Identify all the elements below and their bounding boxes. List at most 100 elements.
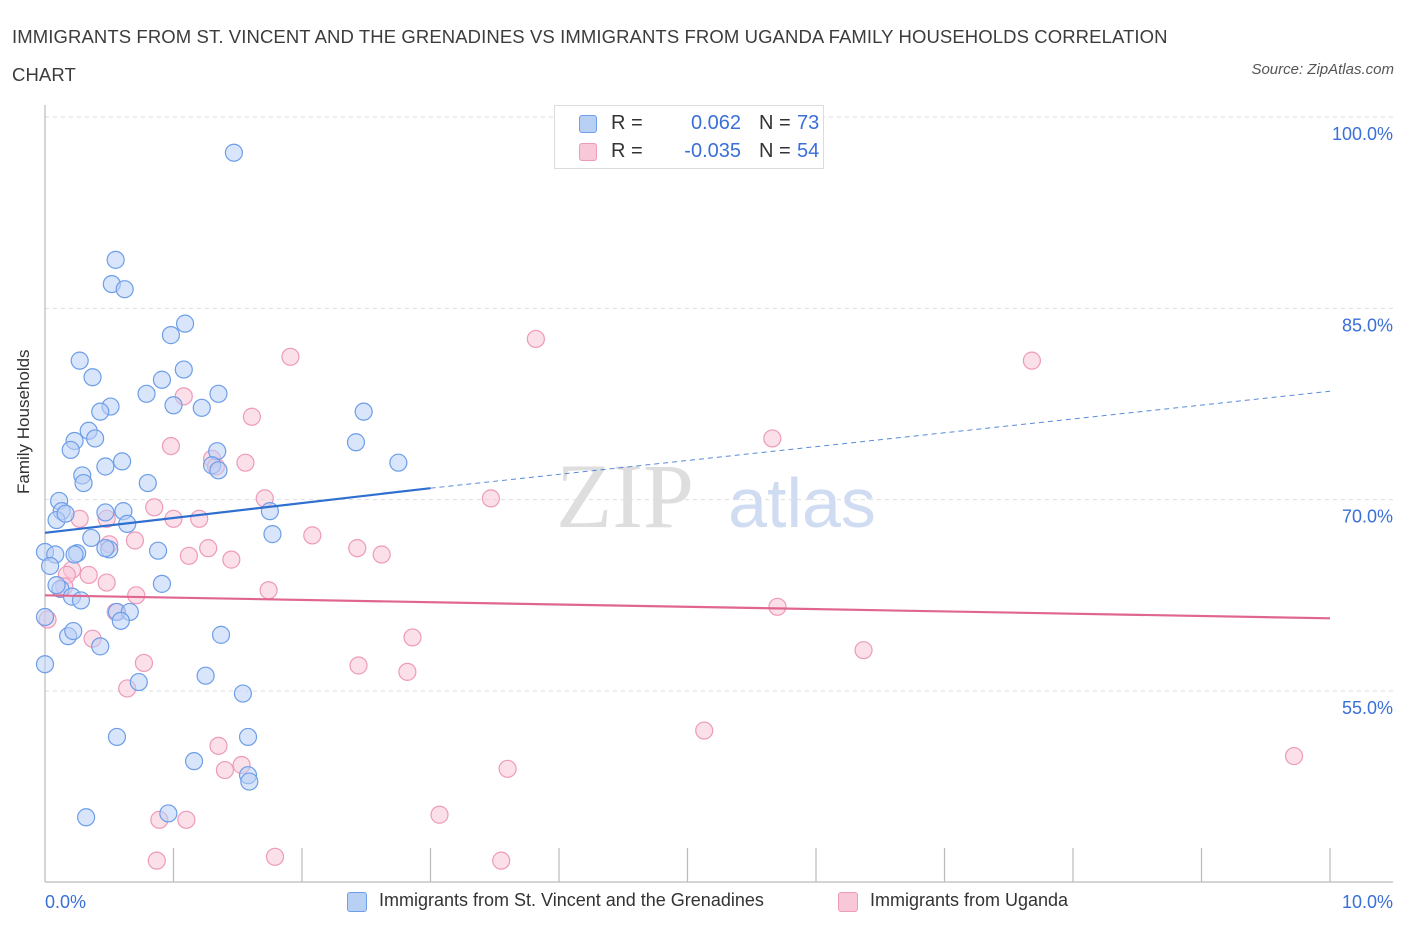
uganda-point <box>161 436 181 456</box>
st-vincent-point <box>64 621 83 641</box>
st-vincent-point <box>209 461 228 480</box>
uganda-trend-line <box>44 594 1331 620</box>
uganda-point <box>209 736 228 755</box>
uganda-point <box>430 805 449 824</box>
y-tick-label: 100.0% <box>1332 124 1393 144</box>
st-vincent-point <box>138 473 157 493</box>
watermark-zip: ZIP <box>556 445 694 547</box>
st-vincent-point <box>233 684 252 703</box>
uganda-point <box>259 581 278 600</box>
st-vincent-point <box>159 804 178 823</box>
st-vincent-point <box>91 402 110 421</box>
uganda-point <box>349 656 368 675</box>
grid-lines <box>45 116 1393 692</box>
uganda-point <box>134 653 154 673</box>
y-tick-label: 85.0% <box>1342 315 1393 335</box>
st-vincent-point <box>192 398 211 417</box>
st-vincent-point <box>96 503 115 522</box>
st-vincent-point <box>41 556 60 576</box>
st-vincent-points <box>35 143 408 827</box>
r-value: -0.035 <box>684 140 741 162</box>
tick-labels: 55.0% 70.0% 85.0% 100.0% 0.0% 10.0% <box>45 124 1393 912</box>
n-label: N = <box>759 112 791 134</box>
uganda-point <box>854 641 873 660</box>
chart-source: Source: ZipAtlas.com <box>1251 61 1394 78</box>
uganda-point <box>127 586 146 605</box>
uganda-point <box>242 407 261 426</box>
n-label: N = <box>759 140 791 162</box>
st-vincent-point <box>61 440 80 460</box>
st-vincent-point <box>35 607 55 627</box>
st-vincent-point <box>70 351 89 370</box>
st-vincent-point <box>346 433 366 452</box>
st-vincent-point <box>71 591 91 610</box>
uganda-point <box>372 545 391 564</box>
y-axis-label: Family Households <box>14 349 33 494</box>
uganda-point <box>398 662 417 681</box>
st-vincent-point <box>56 504 75 523</box>
uganda-point <box>492 851 511 870</box>
st-vincent-point <box>86 429 105 448</box>
uganda-point <box>79 565 98 585</box>
st-vincent-point <box>175 314 195 333</box>
legend-swatch-pink <box>579 143 597 161</box>
r-value: 0.062 <box>690 112 741 134</box>
n-value: 54 <box>797 140 820 162</box>
st-vincent-point <box>211 625 231 644</box>
uganda-point <box>695 721 714 740</box>
st-vincent-point <box>174 360 193 379</box>
uganda-point <box>236 453 255 472</box>
n-value: 73 <box>797 112 820 134</box>
trend-lines <box>44 390 1331 620</box>
uganda-point <box>125 531 145 550</box>
st-vincent-point <box>74 473 93 493</box>
st-vincent-point <box>209 384 228 403</box>
uganda-point <box>403 628 422 647</box>
uganda-point <box>97 573 116 592</box>
r-label: R = <box>611 140 643 162</box>
uganda-point <box>526 329 545 349</box>
uganda-point <box>498 759 517 778</box>
legend-swatch-pink <box>838 892 858 912</box>
uganda-point <box>348 539 367 558</box>
st-vincent-point <box>263 525 282 544</box>
uganda-point <box>763 429 782 448</box>
uganda-point <box>768 597 787 616</box>
st-vincent-trend-line <box>44 487 431 534</box>
uganda-point <box>179 546 199 565</box>
uganda-point <box>481 489 500 508</box>
uganda-point <box>199 539 218 558</box>
st-vincent-point <box>161 326 181 345</box>
st-vincent-point <box>111 611 130 630</box>
st-vincent-point <box>106 250 125 269</box>
st-vincent-point <box>238 727 258 747</box>
st-vincent-point <box>96 539 115 558</box>
st-vincent-point <box>82 528 101 548</box>
y-tick-label: 70.0% <box>1342 507 1393 527</box>
x-tick-label: 10.0% <box>1342 892 1393 912</box>
uganda-point <box>145 498 164 517</box>
legend-swatch-blue <box>579 115 597 133</box>
st-vincent-trend-extension <box>430 390 1331 489</box>
legend-label: Immigrants from Uganda <box>870 890 1069 910</box>
st-vincent-point <box>152 370 172 389</box>
st-vincent-point <box>148 541 168 560</box>
st-vincent-point <box>137 384 156 403</box>
uganda-point <box>222 550 241 569</box>
uganda-point <box>281 347 300 366</box>
uganda-point <box>215 760 234 780</box>
st-vincent-point <box>83 368 102 387</box>
st-vincent-point <box>115 280 134 299</box>
st-vincent-point <box>184 752 204 771</box>
y-tick-label: 55.0% <box>1342 698 1393 718</box>
st-vincent-point <box>91 637 110 656</box>
r-label: R = <box>611 112 643 134</box>
uganda-point <box>303 526 322 545</box>
uganda-point <box>1284 746 1304 766</box>
st-vincent-point <box>77 808 96 827</box>
st-vincent-point <box>152 574 172 593</box>
st-vincent-point <box>196 666 215 685</box>
st-vincent-point <box>65 545 84 564</box>
st-vincent-point <box>164 396 183 415</box>
